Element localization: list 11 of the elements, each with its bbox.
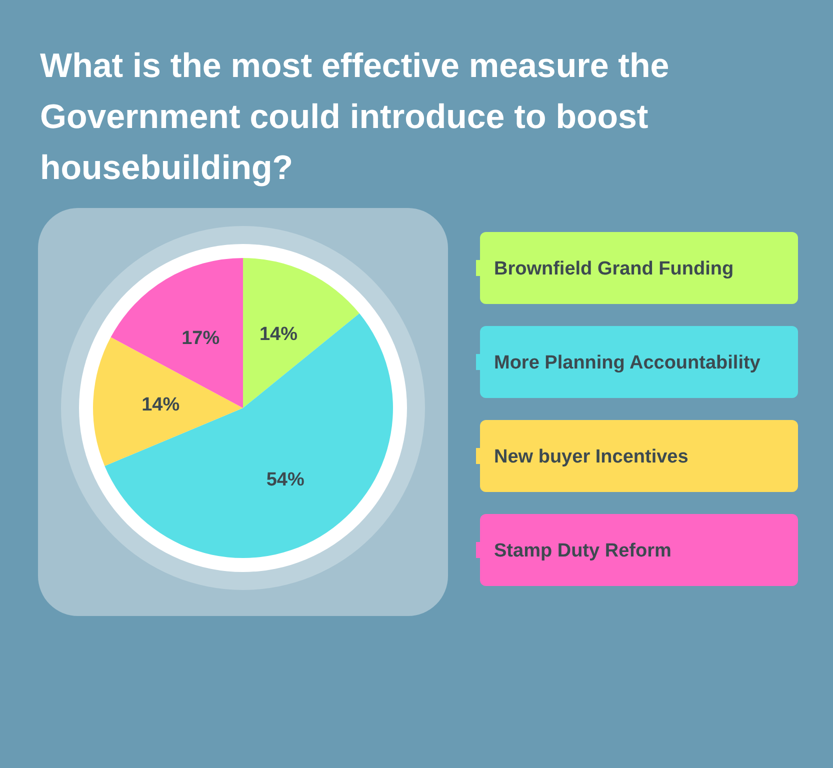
data-label: 14% bbox=[259, 324, 298, 346]
data-label: 14% bbox=[142, 394, 180, 416]
legend-label: More Planning Accountability bbox=[494, 352, 761, 374]
legend-label: Brownfield Grand Funding bbox=[494, 258, 734, 280]
chart-title: What is the most effective measure the Government could introduce to boost housebuilding? bbox=[40, 47, 670, 187]
legend-label: Stamp Duty Reform bbox=[494, 540, 672, 562]
data-label: 54% bbox=[266, 469, 304, 490]
pie-slice bbox=[104, 313, 393, 558]
legend-label: New buyer Incentives bbox=[494, 446, 688, 468]
pie-slice bbox=[243, 258, 360, 408]
data-label: 17% bbox=[182, 328, 220, 349]
